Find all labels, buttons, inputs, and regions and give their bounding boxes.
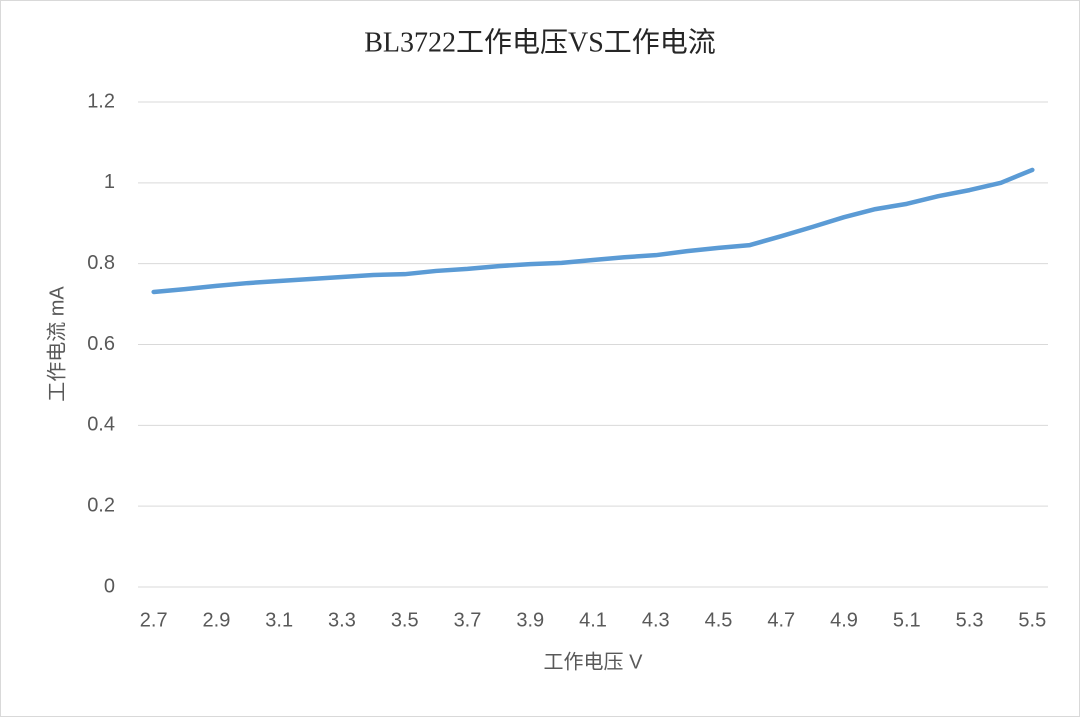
x-tick-label: 3.3 (328, 609, 356, 631)
x-tick-label: 4.7 (767, 609, 795, 631)
x-tick-label: 5.3 (956, 609, 984, 631)
y-tick-label: 0.6 (87, 333, 115, 355)
y-tick-label: 0.4 (87, 414, 115, 436)
x-tick-label: 3.9 (516, 609, 544, 631)
x-tick-label: 2.9 (203, 609, 231, 631)
x-tick-label: 4.3 (642, 609, 670, 631)
y-tick-label: 0.2 (87, 494, 115, 516)
y-tick-label: 1.2 (87, 90, 115, 112)
x-tick-label: 3.1 (265, 609, 293, 631)
y-axis-title: 工作电流 mA (45, 286, 68, 402)
x-axis-title: 工作电压 V (544, 650, 644, 673)
x-tick-label: 3.5 (391, 609, 419, 631)
x-tick-label: 4.9 (830, 609, 858, 631)
data-line (151, 167, 1035, 295)
x-tick-label: 4.1 (579, 609, 607, 631)
chart-title: BL3722工作电压VS工作电流 (364, 26, 716, 58)
y-tick-label: 0.8 (87, 252, 115, 274)
y-tick-label: 0 (104, 575, 115, 597)
y-tick-label: 1 (104, 171, 115, 193)
x-tick-label: 2.7 (140, 609, 168, 631)
x-tick-label: 5.1 (893, 609, 921, 631)
x-tick-label: 4.5 (705, 609, 733, 631)
x-tick-label: 5.5 (1018, 609, 1046, 631)
x-tick-label: 3.7 (454, 609, 482, 631)
